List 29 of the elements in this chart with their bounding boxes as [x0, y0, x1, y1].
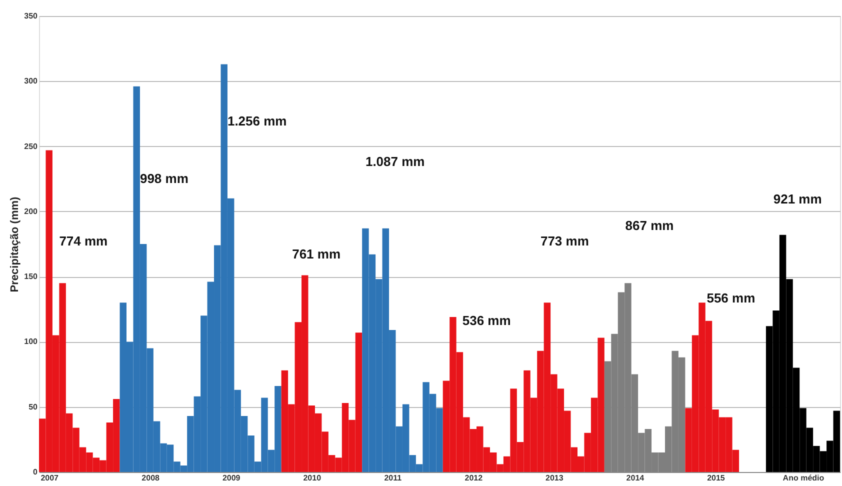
x-tick-label: 2015	[707, 474, 726, 482]
y-tick-label: 150	[24, 272, 38, 282]
y-tick-label: 200	[24, 206, 38, 216]
y-axis-title: Precipitação (mm)	[9, 196, 22, 292]
annotation: 556 mm	[706, 290, 756, 306]
x-tick-label: 2010	[303, 474, 322, 482]
y-tick-label: 350	[24, 12, 38, 20]
annotation: 773 mm	[540, 233, 589, 248]
x-tick-label: 2012	[464, 474, 484, 482]
annotation: 921 mm	[773, 192, 822, 207]
y-tick-label: 250	[24, 142, 38, 151]
x-tick-label: 2009	[222, 474, 241, 482]
annotation: 536 mm	[462, 312, 511, 328]
annotation: 867 mm	[625, 218, 674, 233]
annotation: 761 mm	[292, 246, 341, 262]
annotation: 1.256 mm	[227, 114, 287, 129]
annotation: 998 mm	[140, 170, 188, 186]
annotation: 1.087 mm	[365, 154, 425, 169]
y-tick-label: 0	[33, 468, 38, 476]
annotation: 774 mm	[59, 233, 108, 248]
x-tick-label: 2013	[546, 474, 564, 482]
y-tick-label: 50	[28, 402, 38, 412]
x-tick-label: 2007	[40, 474, 60, 482]
x-tick-label: 2014	[626, 474, 645, 482]
x-tick-label: 2008	[142, 474, 160, 482]
x-tick-label: Ano médio	[782, 474, 824, 482]
y-tick-label: 300	[24, 76, 38, 86]
x-tick-label: 2011	[384, 474, 402, 482]
y-tick-label: 100	[24, 337, 38, 346]
